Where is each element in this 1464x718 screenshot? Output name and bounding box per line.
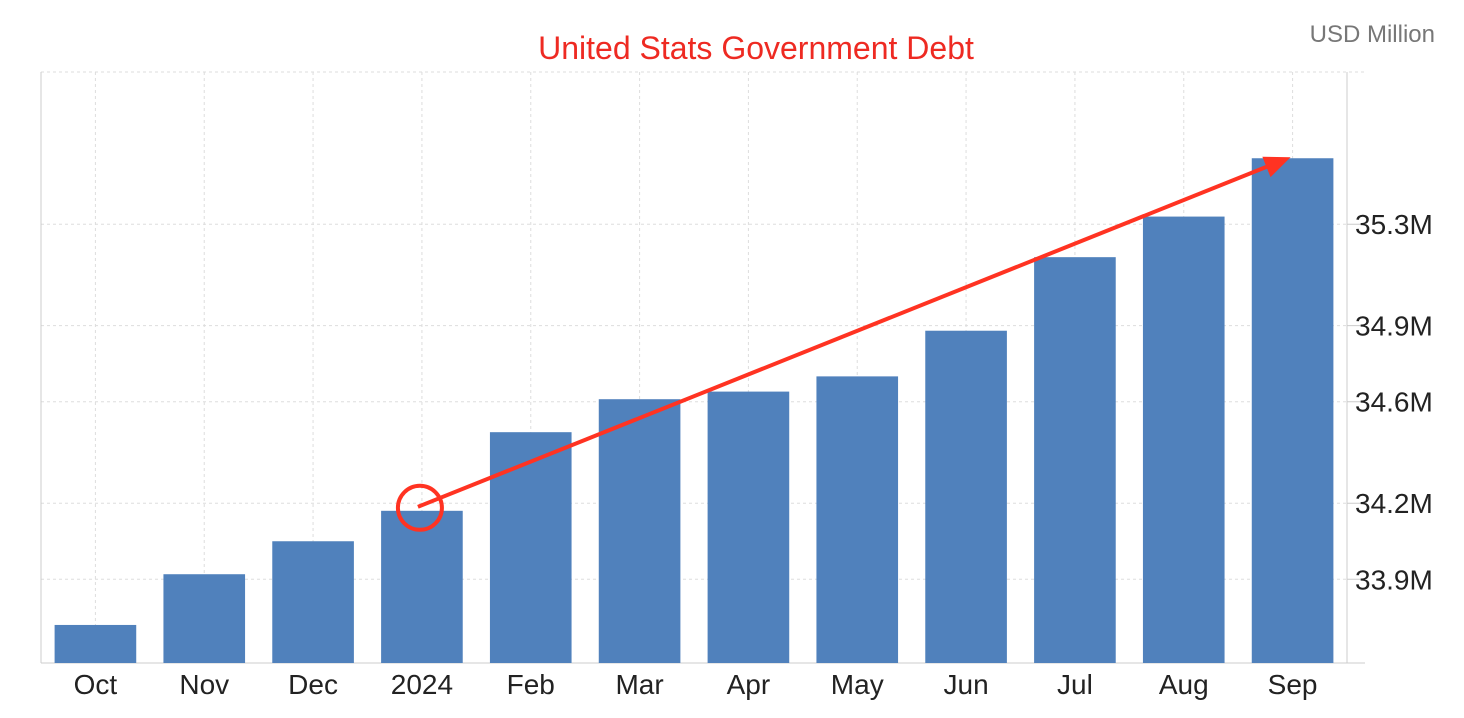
trend-annotation [395, 156, 1291, 532]
bar-Feb [489, 432, 572, 663]
y-tick-label: 33.9M [1355, 564, 1433, 595]
x-tick-label: Nov [179, 669, 229, 700]
y-tick-label: 34.6M [1355, 387, 1433, 418]
x-tick-label: Oct [74, 669, 118, 700]
x-tick-label: 2024 [391, 669, 453, 700]
x-axis-ticks: Oct Nov Dec 2024 Feb Mar Apr May Jun Jul Aug Sep [74, 669, 1318, 700]
x-tick-label: May [831, 669, 884, 700]
bar-series [54, 158, 1334, 663]
highlight-circle [395, 483, 444, 532]
y-tick-label: 35.3M [1355, 209, 1433, 240]
x-tick-label: Feb [507, 669, 555, 700]
trend-arrow-line [417, 165, 1268, 509]
x-tick-label: Apr [727, 669, 771, 700]
x-tick-label: Mar [615, 669, 663, 700]
chart-title: United Stats Government Debt [538, 30, 974, 66]
bar-Nov [163, 574, 246, 663]
bar-Aug [1142, 216, 1225, 663]
bar-Oct [54, 624, 137, 663]
bar-May [816, 376, 899, 663]
x-tick-label: Dec [288, 669, 338, 700]
unit-label: USD Million [1310, 21, 1435, 48]
bar-Jul [1034, 257, 1116, 663]
trend-arrow-head [1262, 156, 1291, 178]
x-tick-label: Jun [944, 669, 989, 700]
bar-Sep [1251, 158, 1334, 663]
x-tick-label: Aug [1159, 669, 1209, 700]
y-tick-label: 34.2M [1355, 488, 1433, 519]
bar-2024 [381, 510, 463, 663]
x-tick-label: Jul [1057, 669, 1093, 700]
x-tick-label: Sep [1268, 669, 1318, 700]
bar-Apr [707, 391, 790, 663]
bar-Jun [925, 330, 1007, 663]
y-axis-ticks: 33.9M 34.2M 34.6M 34.9M 35.3M [1355, 209, 1433, 595]
bar-Dec [272, 541, 354, 663]
bar-Mar [598, 399, 681, 663]
y-tick-label: 34.9M [1355, 311, 1433, 342]
